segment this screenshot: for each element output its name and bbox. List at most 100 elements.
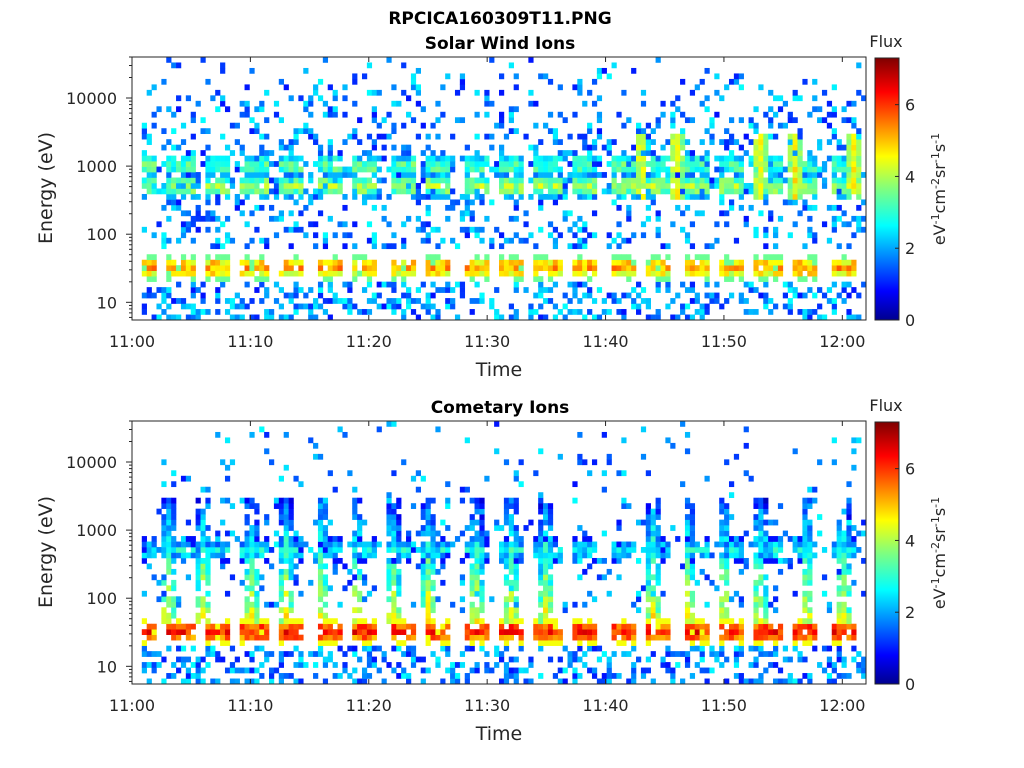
spectrogram-cell xyxy=(239,623,245,630)
spectrogram-cell xyxy=(724,183,730,189)
spectrogram-cell xyxy=(327,629,333,635)
spectrogram-cell xyxy=(694,166,700,173)
spectrogram-cell xyxy=(601,431,607,438)
spectrogram-cell xyxy=(503,133,510,140)
spectrogram-cell xyxy=(459,530,466,537)
spectrogram-cell xyxy=(616,243,622,250)
spectrogram-cell xyxy=(220,276,226,282)
spectrogram-cell xyxy=(821,645,828,652)
spectrogram-cell xyxy=(327,547,333,553)
spectrogram-cell xyxy=(366,177,373,184)
spectrogram-cell xyxy=(773,172,779,178)
spectrogram-cell xyxy=(680,281,686,288)
spectrogram-cell xyxy=(450,541,456,548)
spectrogram-cell xyxy=(357,557,363,564)
spectrogram-cell xyxy=(327,623,333,630)
spectrogram-cell xyxy=(420,541,426,548)
spectrogram-cell xyxy=(288,503,294,509)
spectrogram-cell xyxy=(763,536,769,542)
spectrogram-cell xyxy=(220,623,226,630)
spectrogram-cell xyxy=(430,166,436,173)
spectrogram-cell xyxy=(719,623,725,630)
spectrogram-cell xyxy=(435,426,441,433)
spectrogram-cell xyxy=(357,574,363,581)
spectrogram-cell xyxy=(655,183,661,189)
spectrogram-cell xyxy=(366,265,373,271)
spectrogram-cell xyxy=(205,265,211,271)
spectrogram-cell xyxy=(166,525,172,531)
spectrogram-cell xyxy=(528,177,534,184)
spectrogram-cell xyxy=(645,188,651,195)
spectrogram-cell xyxy=(420,514,426,520)
spectrogram-cell xyxy=(474,629,480,635)
spectrogram-cell xyxy=(518,645,524,652)
spectrogram-cell xyxy=(601,678,607,684)
spectrogram-cell xyxy=(704,155,710,162)
spectrogram-cell xyxy=(391,188,397,195)
spectrogram-cell xyxy=(547,525,554,531)
spectrogram-cell xyxy=(224,106,231,113)
spectrogram-cell xyxy=(332,166,338,173)
spectrogram-cell xyxy=(616,519,622,526)
spectrogram-cell xyxy=(494,448,500,455)
spectrogram-cell xyxy=(655,155,661,162)
spectrogram-cell xyxy=(719,259,725,266)
spectrogram-cell xyxy=(259,155,265,162)
spectrogram-cell xyxy=(777,188,784,195)
spectrogram-cell xyxy=(684,651,691,657)
spectrogram-cell xyxy=(856,314,862,320)
spectrogram-cell xyxy=(401,651,407,657)
spectrogram-cell xyxy=(391,100,397,107)
spectrogram-cell xyxy=(396,188,402,195)
spectrogram-cell xyxy=(288,557,294,564)
spectrogram-cell xyxy=(547,623,554,630)
spectrogram-cell xyxy=(391,503,397,509)
spectrogram-cell xyxy=(391,421,397,427)
spectrogram-cell xyxy=(826,607,833,614)
spectrogram-cell xyxy=(538,276,544,282)
spectrogram-cell xyxy=(156,596,162,603)
spectrogram-cell xyxy=(636,172,642,178)
spectrogram-cell xyxy=(366,193,373,200)
spectrogram-cell xyxy=(851,144,857,151)
colorbar-tick-label: 4 xyxy=(905,531,915,550)
spectrogram-cell xyxy=(474,667,480,674)
spectrogram-cell xyxy=(376,541,382,548)
spectrogram-cell xyxy=(161,243,167,250)
spectrogram-cell xyxy=(812,265,818,271)
spectrogram-cell xyxy=(215,177,221,184)
colorbar-tick-label: 2 xyxy=(905,603,915,622)
spectrogram-cell xyxy=(753,618,759,625)
spectrogram-cell xyxy=(249,265,255,271)
spectrogram-cell xyxy=(171,155,177,162)
spectrogram-cell xyxy=(513,232,519,239)
spectrogram-cell xyxy=(704,475,710,482)
spectrogram-cell xyxy=(513,601,519,608)
spectrogram-cell xyxy=(430,150,436,156)
spectrogram-cell xyxy=(254,188,260,195)
spectrogram-cell xyxy=(479,183,485,189)
spectrogram-cell xyxy=(861,519,866,526)
spectrogram-cell xyxy=(650,161,656,167)
spectrogram-cell xyxy=(464,166,470,173)
spectrogram-cell xyxy=(787,199,793,206)
spectrogram-cell xyxy=(513,265,519,271)
spectrogram-cell xyxy=(283,629,289,635)
spectrogram-cell xyxy=(141,618,147,625)
spectrogram-cell xyxy=(533,254,539,261)
spectrogram-cell xyxy=(352,100,358,107)
spectrogram-cell xyxy=(244,303,250,310)
spectrogram-cell xyxy=(694,188,700,195)
spectrogram-cell xyxy=(533,172,539,178)
spectrogram-cell xyxy=(773,552,779,559)
spectrogram-cell xyxy=(547,221,554,228)
spectrogram-cell xyxy=(538,623,544,630)
spectrogram-cell xyxy=(332,634,338,641)
spectrogram-cell xyxy=(474,133,480,140)
spectrogram-cell xyxy=(533,177,539,184)
spectrogram-cell xyxy=(768,265,774,271)
spectrogram-cell xyxy=(185,574,192,581)
spectrogram-cell xyxy=(410,78,417,85)
spectrogram-cell xyxy=(763,601,769,608)
